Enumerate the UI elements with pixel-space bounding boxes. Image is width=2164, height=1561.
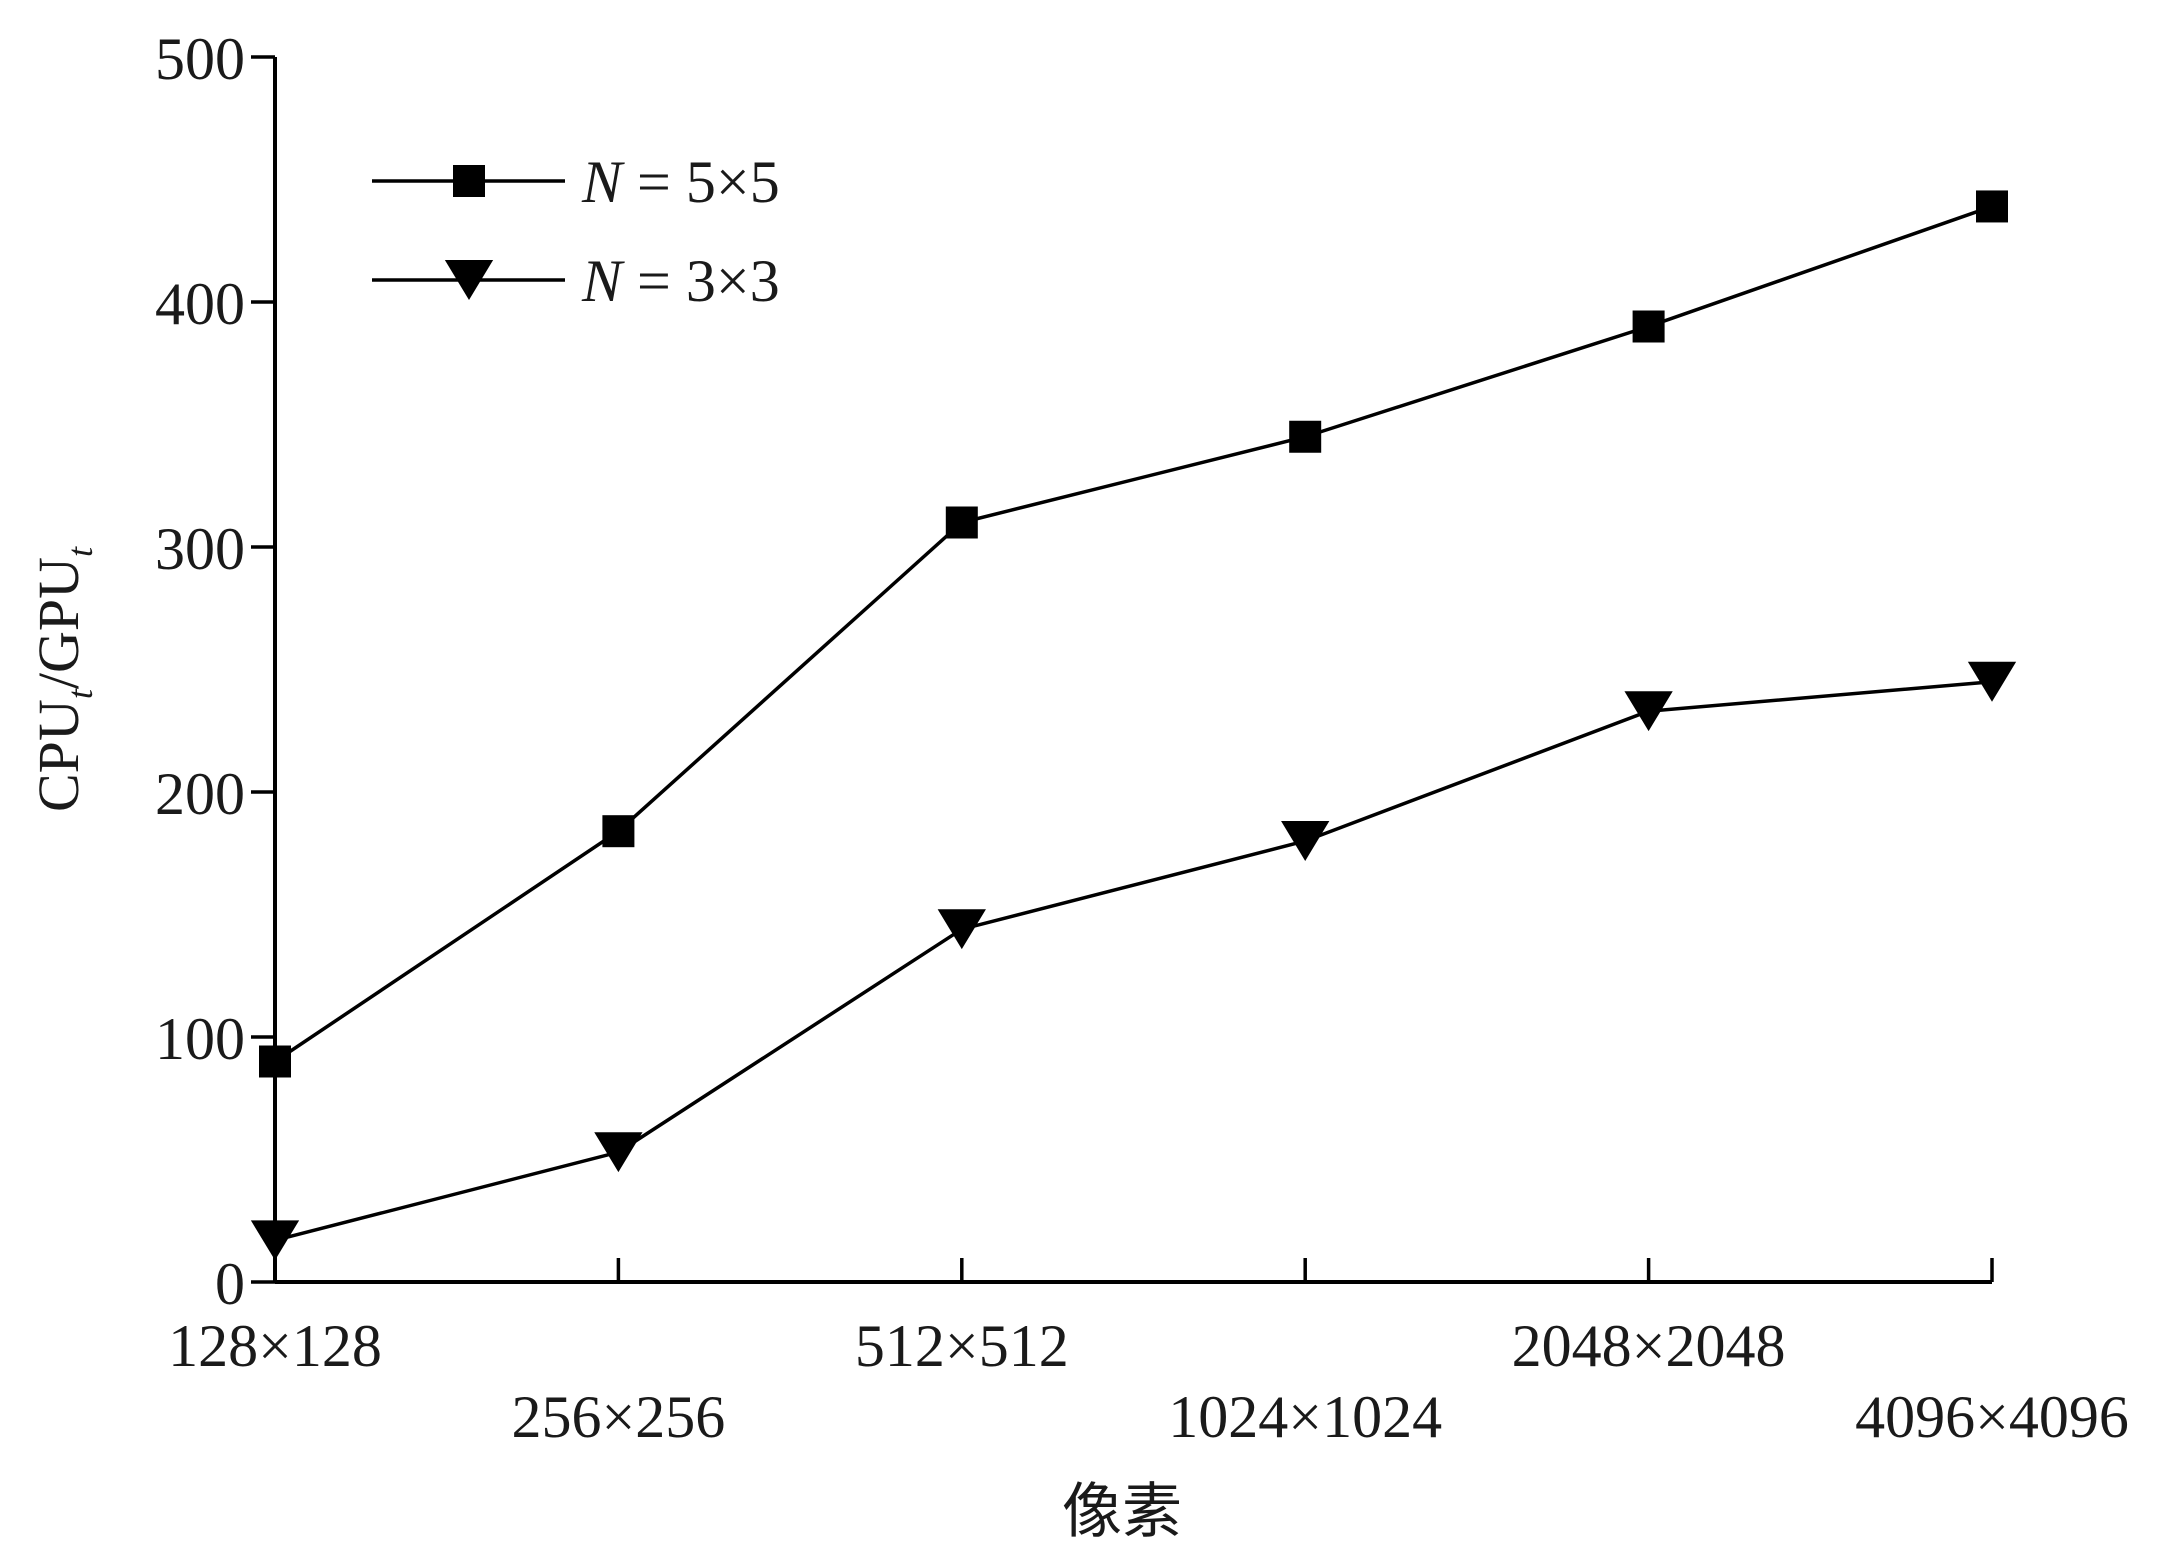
- series-2: [250, 661, 2017, 1261]
- y-label-gpu: /GPU: [26, 557, 91, 689]
- triangle-marker: [937, 909, 986, 950]
- legend-triangle-marker: [444, 260, 494, 300]
- legend-value: = 5×5: [622, 149, 780, 215]
- square-marker: [259, 1045, 291, 1078]
- x-tick-label: 512×512: [855, 1313, 1069, 1379]
- square-marker: [602, 815, 635, 848]
- triangle-marker: [594, 1132, 643, 1173]
- y-label-cpu: CPU: [26, 699, 91, 812]
- legend-item: N = 3×3: [372, 248, 780, 314]
- series-1: [259, 190, 2008, 1078]
- y-tick-label: 200: [155, 761, 245, 827]
- legend-var: N: [581, 248, 625, 314]
- legend-label: N = 3×3: [581, 248, 780, 314]
- triangle-marker: [1624, 691, 1673, 732]
- y-tick-label: 400: [155, 271, 245, 337]
- square-marker: [1976, 190, 2008, 223]
- x-tick-label: 2048×2048: [1512, 1313, 1786, 1379]
- series-line: [274, 680, 1993, 1243]
- y-tick-label: 100: [155, 1006, 245, 1072]
- legend-label: N = 5×5: [581, 149, 780, 215]
- y-tick-label: 0: [215, 1251, 245, 1317]
- x-tick-label: 4096×4096: [1855, 1384, 2129, 1450]
- square-marker: [945, 506, 978, 539]
- y-tick-label: 500: [155, 26, 245, 92]
- axes: [273, 57, 1992, 1284]
- x-tick-label: 256×256: [511, 1384, 725, 1450]
- y-axis-label: CPUt/GPUt: [26, 546, 100, 812]
- series-group: [250, 190, 2017, 1261]
- square-marker: [1632, 310, 1665, 343]
- legend-square-marker: [453, 165, 485, 197]
- y-tick-label: 300: [155, 516, 245, 582]
- triangle-marker: [250, 1220, 300, 1261]
- x-axis-label: 像素: [1062, 1479, 1182, 1545]
- y-label-sub-1: t: [60, 688, 100, 699]
- triangle-marker: [1281, 821, 1330, 861]
- legend-var: N: [581, 149, 625, 215]
- legend-item: N = 5×5: [372, 149, 780, 215]
- y-label-sub-2: t: [60, 546, 100, 557]
- legend-value: = 3×3: [622, 248, 780, 314]
- triangle-marker: [1967, 661, 2017, 702]
- series-line: [274, 204, 1993, 1063]
- square-marker: [1289, 420, 1322, 453]
- x-ticks: 128×128 256×256 512×512 1024×1024 2048×2048 4…: [168, 1258, 2129, 1450]
- x-tick-label: 1024×1024: [1168, 1384, 1442, 1450]
- legend: N = 5×5N = 3×3: [372, 149, 780, 314]
- x-tick-label: 128×128: [168, 1313, 382, 1379]
- y-ticks: 0 100 200 300 400 500: [155, 26, 275, 1317]
